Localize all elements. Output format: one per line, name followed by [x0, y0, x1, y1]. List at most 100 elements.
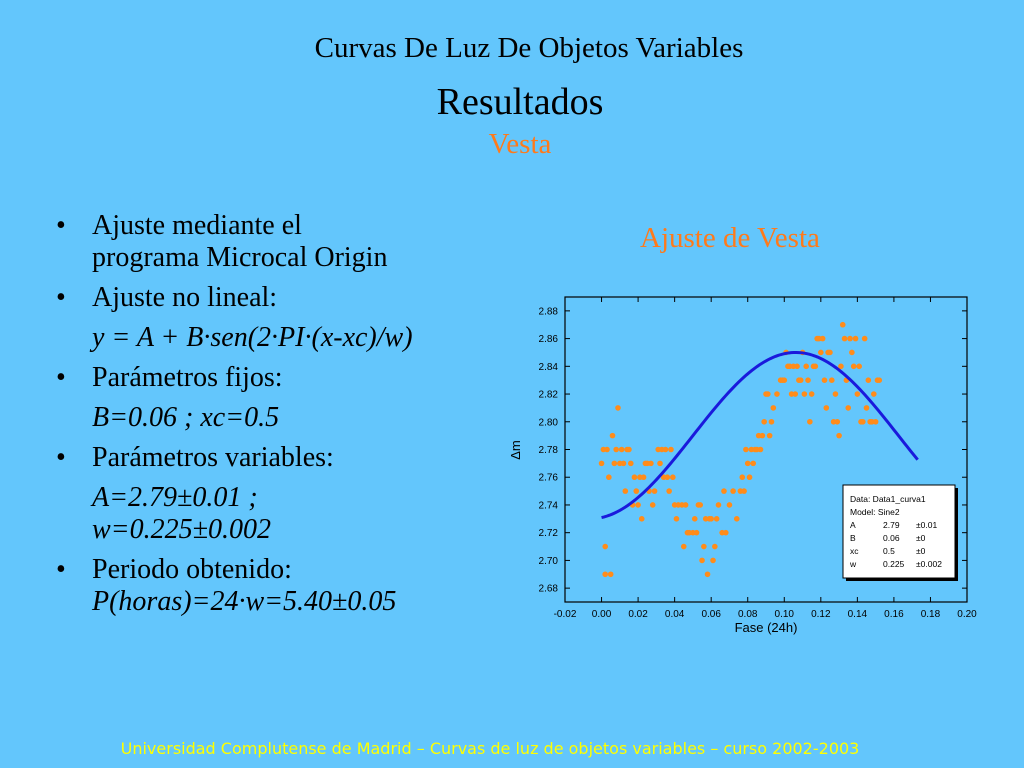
data-point — [640, 474, 647, 481]
data-point — [733, 516, 740, 522]
legend-param-name: B — [850, 533, 856, 543]
data-point — [845, 405, 852, 411]
bullet-text: B=0.06 ; xc=0.5 — [92, 402, 280, 433]
data-point — [666, 488, 672, 494]
x-tick-label: 0.12 — [811, 609, 831, 620]
data-point — [633, 488, 640, 494]
bullet-item: • Parámetros fijos: — [56, 362, 413, 394]
data-point — [743, 446, 749, 453]
data-point — [744, 460, 751, 467]
data-point — [807, 418, 813, 425]
fit-curve — [601, 350, 919, 520]
data-point — [739, 474, 746, 481]
y-tick-label: 2.76 — [539, 473, 559, 484]
data-point — [839, 321, 846, 328]
data-point — [651, 488, 658, 494]
bullet-text: y = A + B·sen(2·PI·(x-xc)/w) — [92, 322, 413, 353]
bullet-text: Ajuste mediante el — [92, 210, 302, 241]
y-tick-label: 2.84 — [539, 362, 559, 373]
y-tick-label: 2.82 — [539, 390, 559, 401]
formula-line: B=0.06 ; xc=0.5 — [56, 402, 413, 434]
x-tick-label: 0.10 — [775, 609, 795, 620]
legend-param-name: A — [850, 520, 856, 530]
slide-subtitle: Resultados — [436, 81, 604, 123]
data-point — [852, 335, 859, 342]
data-point — [627, 460, 634, 467]
legend-param-error: ±0.01 — [916, 520, 937, 530]
bullet-text: programa Microcal Origin — [92, 242, 388, 273]
data-point — [757, 446, 764, 453]
data-point — [607, 571, 614, 578]
bullet-text: w=0.225±0.002 — [92, 514, 271, 545]
data-point — [774, 391, 780, 397]
bullet-item: • Ajuste mediante el programa Microcal Ori… — [56, 210, 413, 274]
data-point — [871, 391, 877, 397]
bullet-text: Parámetros fijos: — [92, 362, 283, 393]
data-point — [812, 363, 819, 370]
data-point — [691, 516, 698, 522]
data-point — [865, 377, 872, 383]
bullet-marker: • — [56, 282, 66, 313]
bullet-marker: • — [56, 210, 66, 241]
data-point — [841, 335, 848, 342]
data-point — [664, 474, 671, 481]
data-point — [662, 446, 669, 453]
x-axis-label: Fase (24h) — [735, 620, 798, 635]
y-tick-label: 2.80 — [539, 417, 559, 428]
data-point — [648, 460, 654, 467]
legend-param-value: 0.225 — [883, 559, 905, 569]
data-point — [730, 488, 736, 494]
data-point — [801, 391, 808, 397]
formula-line: A=2.79±0.01 ; w=0.225±0.002 — [56, 482, 413, 546]
x-tick-label: 0.14 — [848, 609, 868, 620]
bullet-item: • Ajuste no lineal: — [56, 282, 413, 314]
x-tick-label: 0.02 — [628, 609, 648, 620]
legend-param-value: 0.06 — [883, 533, 900, 543]
bullet-list: • Ajuste mediante el programa Microcal Ori… — [56, 210, 413, 626]
data-point — [805, 377, 811, 383]
data-point — [602, 571, 608, 578]
data-point — [861, 335, 868, 342]
data-point — [649, 502, 656, 508]
x-tick-label: 0.00 — [592, 609, 612, 620]
data-point — [615, 405, 621, 411]
y-tick-label: 2.74 — [539, 500, 559, 511]
legend-line: Model: Sine2 — [850, 507, 900, 517]
data-point — [699, 557, 705, 564]
data-point — [781, 377, 788, 383]
data-point — [693, 529, 700, 536]
data-point — [765, 391, 771, 397]
data-point — [598, 460, 605, 467]
y-tick-label: 2.78 — [539, 445, 559, 456]
y-tick-label: 2.70 — [539, 556, 559, 567]
data-point — [682, 502, 689, 508]
data-point — [613, 446, 619, 453]
fit-legend-box: Data: Data1_curva1 Model: Sine2 A 2.79 ±… — [842, 484, 958, 581]
data-point — [631, 474, 638, 481]
data-point — [759, 432, 766, 439]
data-point — [860, 418, 866, 425]
x-tick-label: 0.20 — [957, 609, 977, 620]
data-point — [819, 335, 826, 342]
data-point — [626, 446, 632, 453]
data-point — [746, 474, 753, 481]
data-point — [680, 543, 687, 550]
data-points — [598, 321, 883, 578]
legend-line: Data: Data1_curva1 — [850, 494, 926, 504]
data-point — [808, 391, 815, 397]
data-point — [803, 363, 809, 370]
data-point — [741, 488, 747, 494]
data-point — [818, 349, 824, 356]
data-point — [606, 474, 612, 481]
data-point — [847, 335, 853, 342]
data-point — [821, 377, 828, 383]
data-point — [701, 543, 707, 550]
data-point — [836, 432, 842, 439]
data-point — [673, 516, 680, 522]
data-point — [794, 363, 800, 370]
data-point — [849, 349, 855, 356]
bullet-marker: • — [56, 554, 66, 585]
x-tick-label: 0.16 — [884, 609, 904, 620]
data-point — [768, 418, 775, 425]
legend-param-name: w — [849, 559, 857, 569]
